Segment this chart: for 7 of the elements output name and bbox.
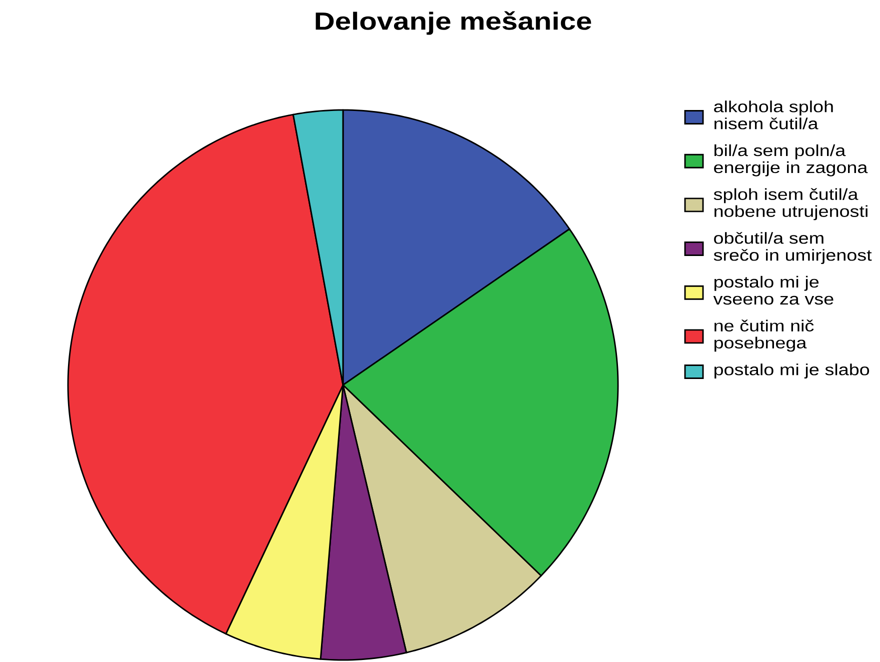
legend-label: sploh isem čutil/a nobene utrujenosti <box>714 188 868 220</box>
legend-label: občutil/a sem srečo in umirjenost <box>714 232 872 264</box>
legend-label: bil/a sem poln/a energije in zagona <box>714 144 868 176</box>
legend-label: ne čutim nič posebnega <box>714 320 814 352</box>
legend-label: postalo mi je slabo <box>714 364 870 378</box>
chart-title: Delovanje mešanice <box>316 11 592 35</box>
legend-label: alkohola sploh nisem čutil/a <box>714 100 833 130</box>
